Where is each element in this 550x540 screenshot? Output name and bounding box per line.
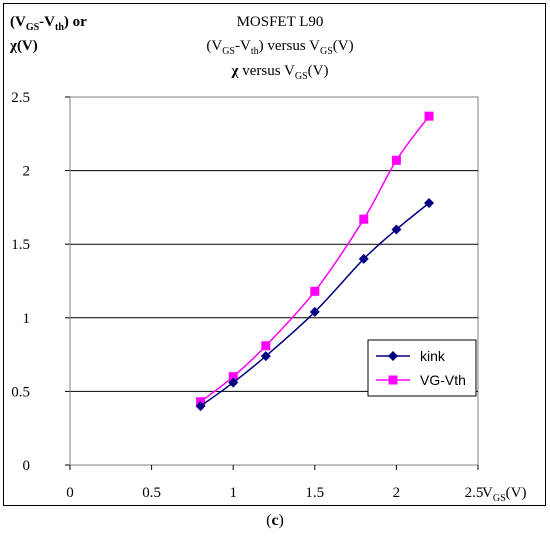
x-tick-label-0: 0 xyxy=(66,485,74,501)
series-vg-vth-point-3 xyxy=(310,286,320,296)
series-vg-vth-point-6 xyxy=(424,111,434,121)
legend-label-0: kink xyxy=(420,348,446,364)
series-kink-point-1 xyxy=(228,377,239,388)
plot-area xyxy=(69,96,479,466)
x-tick-label-4: 2 xyxy=(393,485,401,501)
legend-label-1: VG-Vth xyxy=(420,372,466,388)
y-axis-label-line-2: χ(V) xyxy=(10,38,38,54)
x-tick-label-5: 2.5 xyxy=(465,485,484,501)
y-tick-label-2: 1 xyxy=(23,311,31,327)
series-kink-point-3 xyxy=(309,306,320,317)
x-tick-label-1: 0.5 xyxy=(142,485,161,501)
series-vg-vth-point-5 xyxy=(391,155,401,165)
y-tick-label-4: 2 xyxy=(23,164,31,180)
chart-title-line-2: (VGS-Vth) versus VGS(V) xyxy=(206,38,354,57)
series-vg-vth-point-1 xyxy=(228,372,238,382)
legend-box xyxy=(367,339,477,397)
chart-title-line-3: χ versus VGS(V) xyxy=(231,63,329,82)
series-kink-point-0 xyxy=(195,401,206,412)
y-tick-label-1: 0.5 xyxy=(11,384,30,400)
x-axis-label: VGS(V) xyxy=(482,485,526,504)
y-tick-label-5: 2.5 xyxy=(11,90,30,106)
chart-frame xyxy=(3,3,546,506)
series-kink-point-4 xyxy=(358,253,369,264)
x-tick-label-2: 1 xyxy=(229,485,237,501)
series-vg-vth-point-2 xyxy=(261,341,271,351)
series-kink-point-5 xyxy=(391,224,402,235)
series-kink-point-2 xyxy=(260,351,271,362)
y-axis-label-line-1: (VGS-Vth) or xyxy=(10,14,87,33)
chart-title-line-1: MOSFET L90 xyxy=(236,14,324,30)
y-tick-label-0: 0 xyxy=(23,458,31,474)
series-kink-point-6 xyxy=(424,197,435,208)
legend-marker-0 xyxy=(388,351,398,361)
legend-marker-1 xyxy=(388,375,398,385)
figure-caption: (c) xyxy=(266,512,284,529)
x-tick-label-3: 1.5 xyxy=(305,485,324,501)
y-tick-label-3: 1.5 xyxy=(11,237,30,253)
series-vg-vth-point-4 xyxy=(359,214,369,224)
